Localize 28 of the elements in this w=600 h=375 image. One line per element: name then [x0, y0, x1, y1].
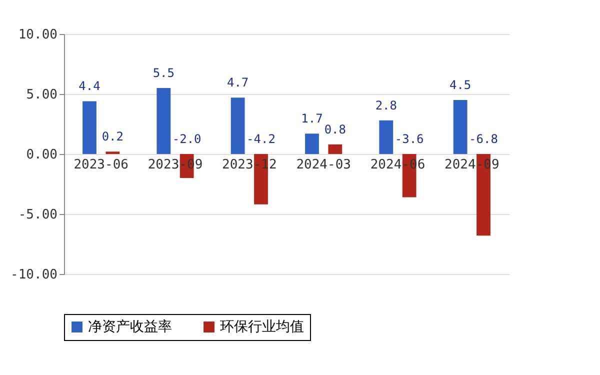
- data-label: -6.8: [469, 132, 498, 146]
- y-tick-label: 0.00: [26, 148, 58, 162]
- data-label: 5.5: [152, 66, 175, 80]
- data-label: 0.2: [102, 130, 124, 144]
- bar: [379, 120, 394, 154]
- bar: [82, 101, 96, 154]
- bar: [305, 134, 319, 154]
- data-label: 4.5: [449, 78, 472, 92]
- x-tick-label: 2023-06: [74, 158, 128, 172]
- bar: [328, 144, 342, 154]
- x-tick-label: 2024-03: [296, 158, 351, 172]
- y-tick-label: -10.00: [10, 268, 58, 282]
- data-label: 4.7: [226, 76, 249, 90]
- legend-label: 环保行业均值: [220, 319, 304, 335]
- data-label: -4.2: [246, 132, 276, 146]
- y-tick-label: -5.00: [18, 208, 58, 222]
- y-tick-label: 5.00: [26, 88, 58, 102]
- bar: [453, 100, 468, 154]
- data-label: 0.8: [324, 122, 346, 136]
- data-label: -3.6: [394, 132, 424, 146]
- bar: [156, 88, 171, 154]
- y-tick-label: 10.00: [18, 28, 58, 42]
- legend-label: 净资产收益率: [88, 319, 172, 335]
- data-label: -2.0: [172, 132, 202, 146]
- bar: [230, 98, 245, 154]
- data-label: 1.7: [301, 112, 323, 126]
- data-label: 4.4: [78, 79, 100, 94]
- data-label: 2.8: [375, 98, 398, 112]
